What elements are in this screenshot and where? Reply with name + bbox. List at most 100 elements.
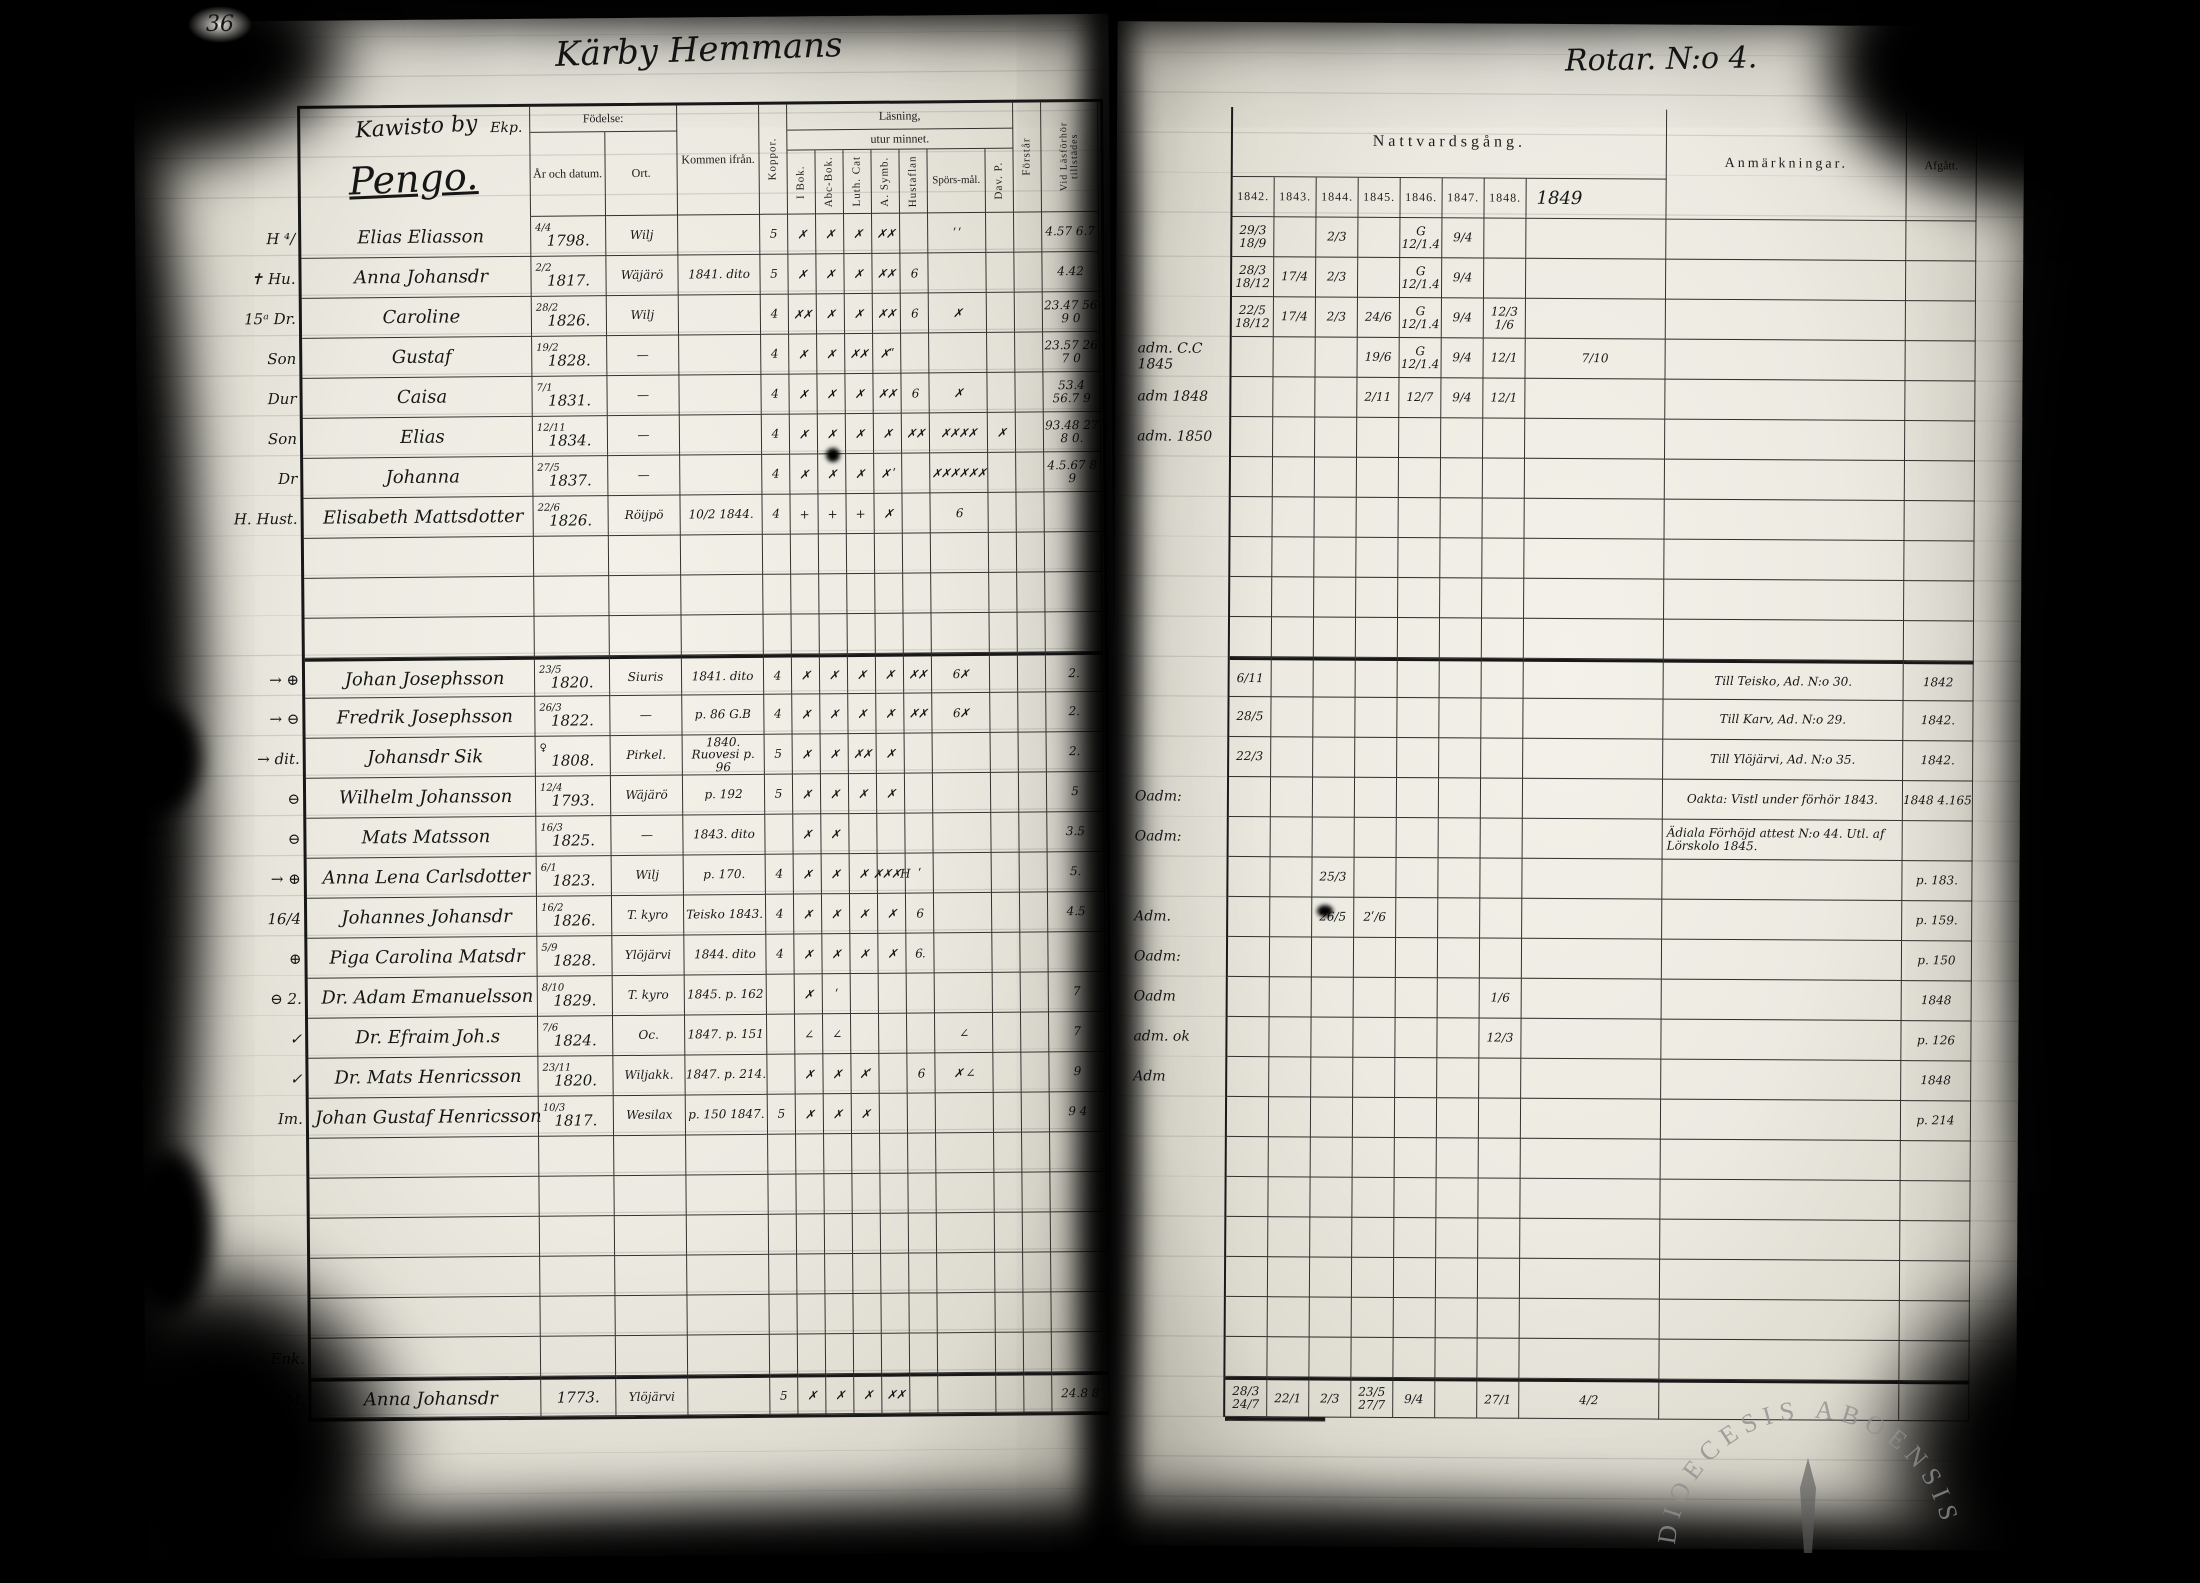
reading-mark-cell [847, 613, 876, 655]
communion-date-cell-1849 [1524, 538, 1665, 580]
reading-mark-cell [846, 533, 876, 575]
reading-mark-cell [796, 1174, 825, 1215]
communion-date-cell [1272, 497, 1315, 538]
departed-cell [1906, 221, 1977, 262]
reading-mark-cell [988, 452, 1017, 493]
reading-mark-cell [930, 532, 990, 574]
attendance-cell: 9 [1049, 1051, 1107, 1093]
reading-mark-cell [825, 1254, 854, 1295]
reading-mark-cell [819, 614, 848, 655]
header-hustaflan: Hustaflan [899, 149, 929, 214]
village-note: Ekp. [490, 119, 523, 137]
reading-mark-cell: ✗✗✗✗ [929, 412, 989, 454]
understands-cell [1020, 1012, 1050, 1053]
reading-mark-cell [931, 572, 990, 614]
communion-date-cell [1477, 1338, 1520, 1379]
reading-mark-cell [994, 1132, 1023, 1173]
row-name-cell: ⊖ Mats Matsson [288, 816, 537, 859]
communion-date-cell [1229, 616, 1273, 658]
birth-date-cell [533, 536, 610, 577]
attendance-cell: 3.5 [1047, 811, 1105, 853]
communion-date-cell: 6/11 [1229, 656, 1272, 698]
birth-date-cell [539, 1176, 615, 1217]
row-margin-note [218, 1238, 304, 1239]
communion-date-cell: 12/3 1/6 [1483, 298, 1526, 339]
reading-mark-cell: ✗ [819, 654, 849, 695]
row-margin-note: ✓ [289, 1069, 303, 1088]
communion-date-cell [1270, 897, 1313, 938]
birth-year: 1829. [553, 991, 597, 1010]
birth-date-cell: 5/9 1828. [537, 936, 613, 977]
birth-date-cell [540, 1296, 616, 1337]
arrived-from-cell: 1841. dito [678, 254, 761, 296]
communion-date-cell [1227, 976, 1270, 1018]
reading-mark-cell [853, 1333, 883, 1375]
communion-date-cell: 2/3 [1315, 257, 1359, 298]
communion-margin-note: adm. C.C 1845 [1131, 336, 1232, 377]
row-margin-note: H ⁴∕ [266, 229, 296, 248]
reading-mark-cell [929, 332, 988, 374]
communion-date-cell [1395, 1017, 1438, 1059]
remarks-cell [1665, 339, 1906, 382]
remarks-cell [1662, 899, 1903, 942]
departed-cell [1900, 1181, 1971, 1222]
communion-date-cell [1231, 336, 1274, 378]
communion-date-cell [1352, 1097, 1396, 1138]
reading-mark-cell [937, 1332, 997, 1374]
birth-place-cell [609, 615, 682, 657]
reading-mark-cell [936, 1212, 996, 1254]
reading-mark-cell: ✗ [821, 854, 850, 895]
attendance-cell [1050, 1211, 1109, 1253]
attendance-cell [1051, 1251, 1109, 1293]
reading-mark-cell: ✗ [795, 1054, 824, 1095]
remarks-cell [1661, 1019, 1902, 1062]
communion-date-cell [1435, 1258, 1479, 1299]
communion-date-cell [1440, 538, 1483, 579]
reading-mark-cell [902, 453, 931, 494]
birth-year: 1834. [548, 431, 592, 450]
arrived-from-cell: p. 192 [682, 774, 766, 816]
communion-date-cell-1849 [1523, 618, 1665, 660]
reading-mark-cell: ✗ [820, 774, 850, 815]
understands-cell [1024, 1372, 1053, 1413]
communion-date-cell [1274, 217, 1317, 258]
reading-mark-cell: ✗ [848, 693, 877, 735]
communion-date-cell [1435, 1338, 1478, 1379]
communion-date-cell [1269, 1057, 1312, 1098]
reading-mark-cell [849, 813, 878, 855]
smallpox-cell: 4 [765, 894, 795, 935]
reading-mark-cell: ✗ [820, 734, 849, 775]
reading-mark-cell [824, 1134, 853, 1175]
reading-mark-cell: ✗ [816, 294, 846, 335]
header-ort: Ort. [605, 131, 679, 217]
smallpox-cell [768, 1134, 797, 1175]
header-dav-p: Dav. P. [985, 148, 1015, 213]
attendance-cell: 53.4 56.7 9 [1043, 371, 1101, 413]
remarks-cell [1661, 1059, 1902, 1102]
remarks-cell [1662, 859, 1903, 902]
reading-mark-cell: ✗ʹ [851, 1053, 880, 1095]
reading-mark-cell [988, 492, 1017, 533]
communion-date-cell-1849 [1522, 818, 1663, 860]
reading-mark-cell: ✗ [798, 1374, 827, 1415]
communion-date-cell [1480, 818, 1523, 859]
reading-mark-cell: ✗ ∠ [935, 1052, 994, 1094]
reading-mark-cell: ✗ [875, 653, 905, 694]
birth-place-cell: Wilj [606, 295, 680, 337]
understands-cell [1016, 492, 1045, 533]
understands-cell [1020, 972, 1049, 1013]
departed-cell [1900, 1141, 1971, 1182]
birth-date-cell [540, 1256, 616, 1297]
reading-mark-cell [993, 1052, 1022, 1093]
departed-cell: p. 150 [1901, 941, 1973, 982]
reading-mark-cell: ✗ [826, 1374, 855, 1415]
attendance-cell: 5 [1046, 771, 1105, 813]
communion-date-cell [1435, 1378, 1478, 1419]
reading-mark-cell: ✗ [821, 814, 850, 855]
reading-mark-cell: ✗ [844, 213, 873, 255]
page-number: 36 [188, 6, 252, 43]
understands-cell [1016, 532, 1046, 573]
remarks-cell [1660, 1179, 1901, 1222]
communion-margin-note: adm. 1850 [1131, 416, 1232, 457]
